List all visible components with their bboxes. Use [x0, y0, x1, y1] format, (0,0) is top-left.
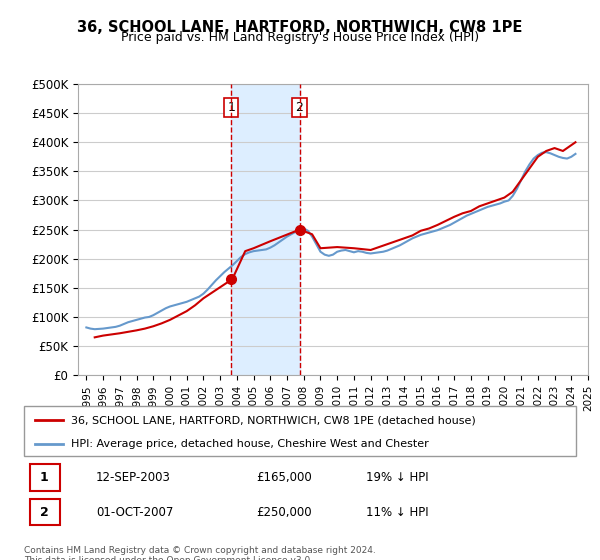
Text: 01-OCT-2007: 01-OCT-2007	[96, 506, 173, 519]
Text: £250,000: £250,000	[256, 506, 311, 519]
Text: 36, SCHOOL LANE, HARTFORD, NORTHWICH, CW8 1PE: 36, SCHOOL LANE, HARTFORD, NORTHWICH, CW…	[77, 20, 523, 35]
Text: £165,000: £165,000	[256, 471, 311, 484]
Text: 36, SCHOOL LANE, HARTFORD, NORTHWICH, CW8 1PE (detached house): 36, SCHOOL LANE, HARTFORD, NORTHWICH, CW…	[71, 415, 476, 425]
Text: 11% ↓ HPI: 11% ↓ HPI	[366, 506, 429, 519]
Text: 1: 1	[40, 471, 49, 484]
Text: 12-SEP-2003: 12-SEP-2003	[96, 471, 170, 484]
Text: Contains HM Land Registry data © Crown copyright and database right 2024.
This d: Contains HM Land Registry data © Crown c…	[24, 546, 376, 560]
Bar	[231, 84, 299, 375]
Text: HPI: Average price, detached house, Cheshire West and Chester: HPI: Average price, detached house, Ches…	[71, 439, 428, 449]
Text: Price paid vs. HM Land Registry's House Price Index (HPI): Price paid vs. HM Land Registry's House …	[121, 31, 479, 44]
Text: 2: 2	[296, 101, 304, 114]
FancyBboxPatch shape	[29, 464, 60, 491]
FancyBboxPatch shape	[29, 500, 60, 525]
Text: 1: 1	[227, 101, 235, 114]
FancyBboxPatch shape	[24, 406, 576, 456]
Text: 2: 2	[40, 506, 49, 519]
Text: 19% ↓ HPI: 19% ↓ HPI	[366, 471, 429, 484]
